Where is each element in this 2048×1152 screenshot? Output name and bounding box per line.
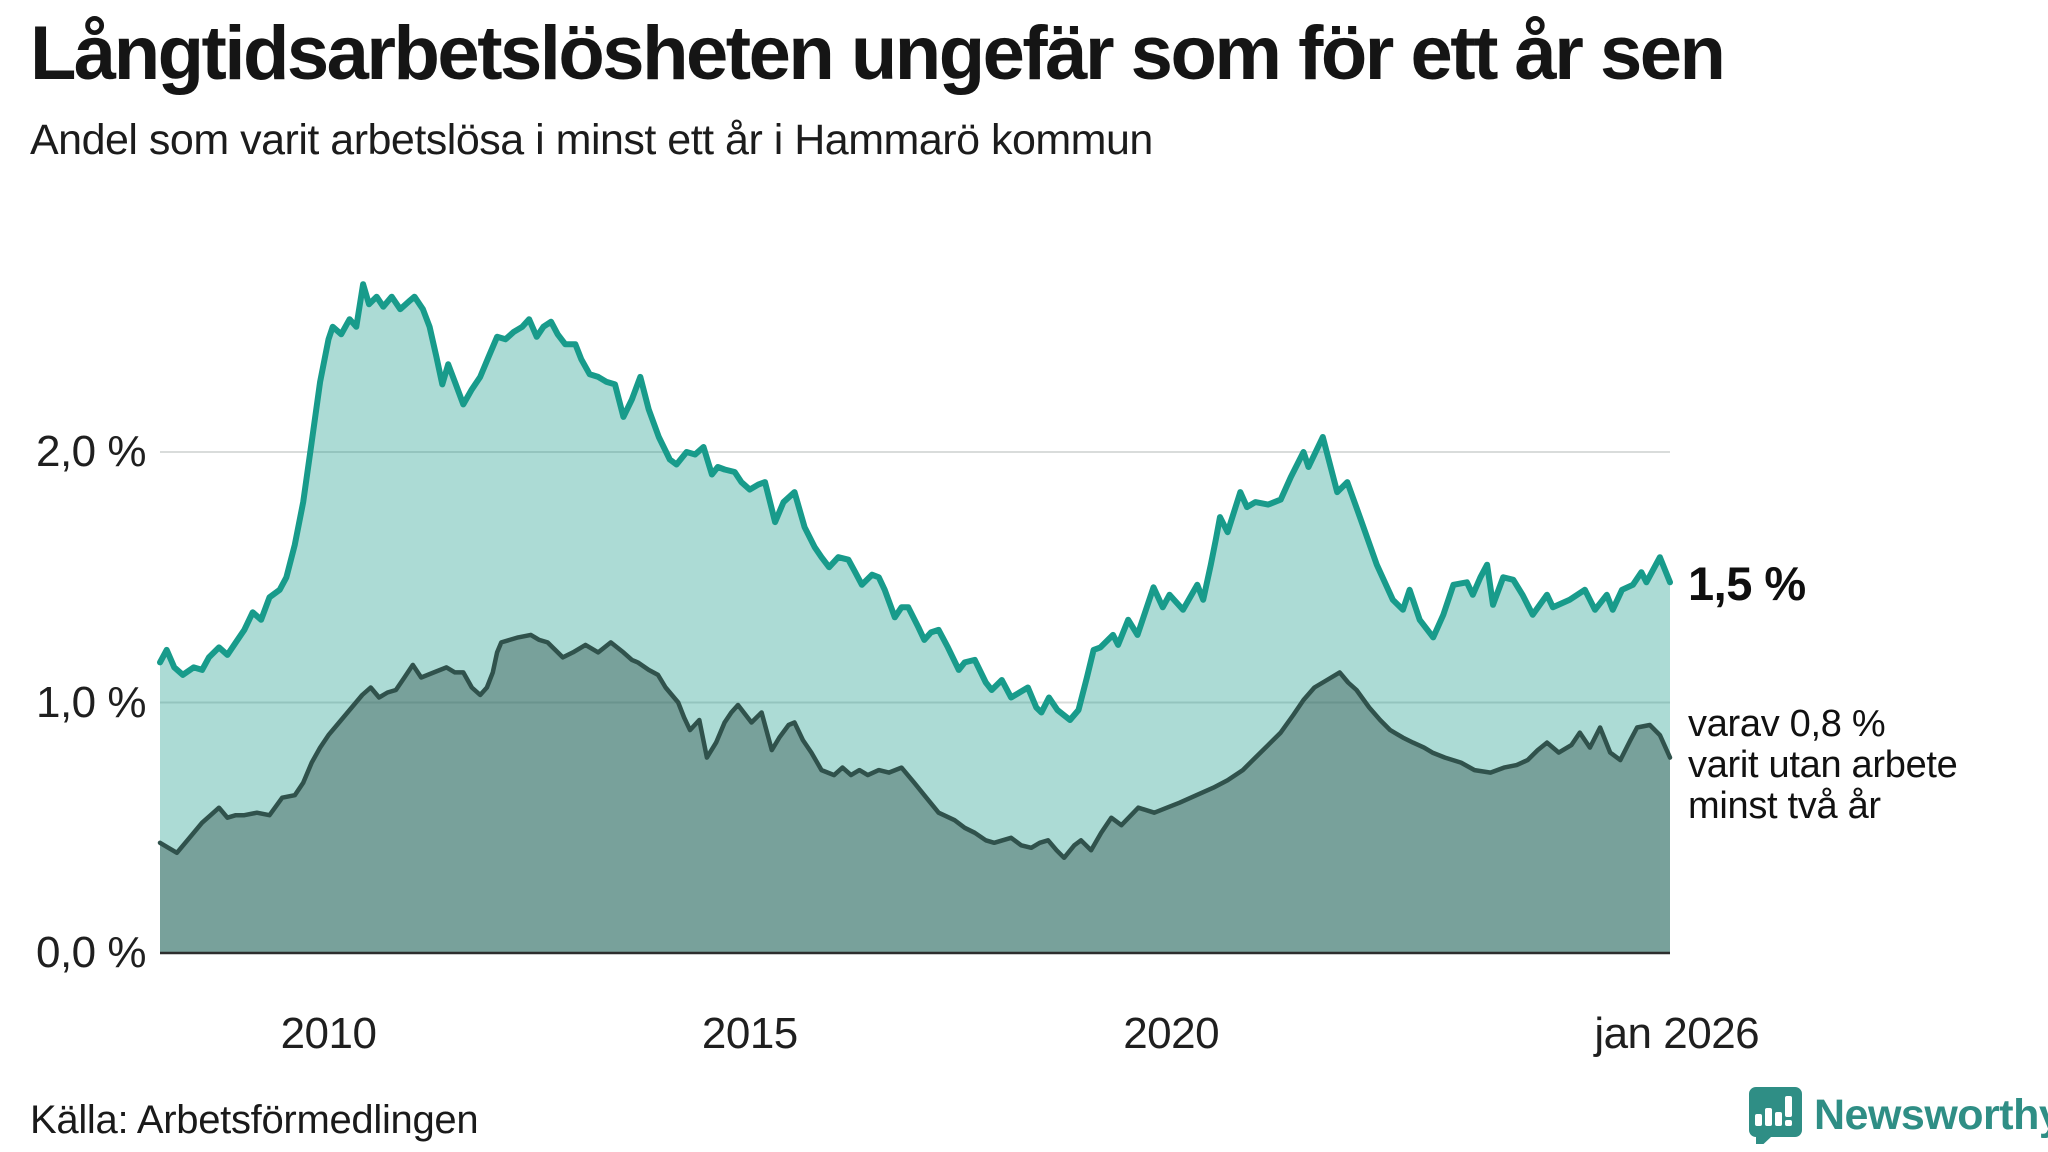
logo-exclamation-dot — [1785, 1120, 1792, 1126]
page-subtitle: Andel som varit arbetslösa i minst ett å… — [30, 116, 1153, 164]
newsworthy-logo-text: Newsworthy — [1814, 1090, 2048, 1139]
source-credit: Källa: Arbetsförmedlingen — [30, 1098, 479, 1142]
x-axis-label: 2020 — [1123, 1009, 1220, 1058]
newsworthy-logo-icon — [1749, 1087, 1802, 1144]
secondary-annotation-line3: minst två år — [1688, 785, 1881, 827]
area-fill-min-tva-ar — [160, 634, 1670, 953]
line-min-ett-ar — [157, 281, 1673, 723]
secondary-annotation-line1: varav 0,8 % — [1688, 703, 1886, 745]
line-min-tva-ar — [157, 632, 1673, 861]
newsworthy-logo: Newsworthy — [1744, 1086, 2048, 1144]
logo-exclamation-bar — [1785, 1096, 1792, 1117]
logo-bar-1 — [1755, 1114, 1762, 1126]
x-axis-label: 2015 — [701, 1009, 798, 1058]
y-axis-label: 1,0 % — [35, 677, 147, 727]
logo-bar-2 — [1765, 1108, 1772, 1126]
logo-bar-3 — [1775, 1112, 1782, 1126]
x-axis-label: jan 2026 — [1594, 1009, 1760, 1058]
latest-value-label: 1,5 % — [1688, 557, 1806, 610]
x-axis-label: 2010 — [280, 1009, 377, 1058]
area-fill-min-ett-ar — [160, 284, 1670, 953]
page-title: Långtidsarbetslösheten ungefär som för e… — [30, 11, 1726, 96]
secondary-series-annotation: varav 0,8 % varit utan arbete minst två … — [1688, 704, 1958, 827]
secondary-annotation-line2: varit utan arbete — [1688, 744, 1958, 786]
y-axis-label: 0,0 % — [35, 928, 147, 977]
y-axis-label: 2,0 % — [35, 427, 147, 476]
